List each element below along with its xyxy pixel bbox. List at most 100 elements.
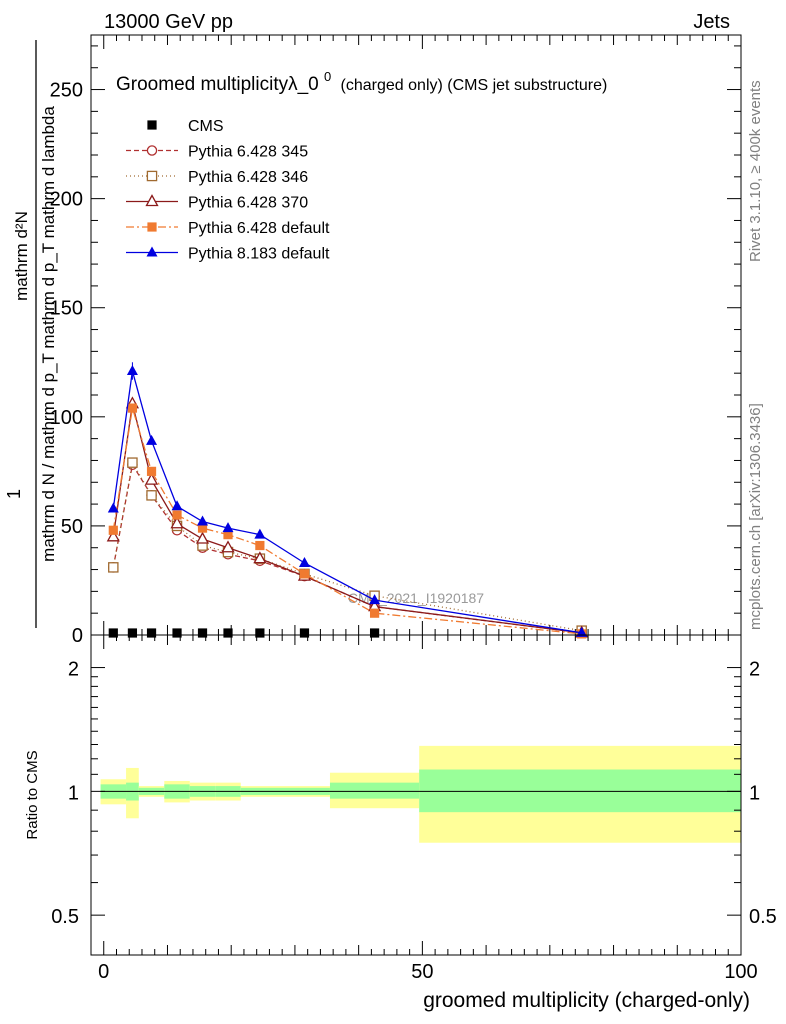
data-point	[146, 490, 157, 501]
data-point	[197, 515, 209, 526]
data-point	[223, 628, 233, 638]
main-plot-panel: 0 50 100 150 200 250 CMS_2021_I1920187 Groome…	[50, 34, 742, 647]
plot-title: Groomed multiplicityλ_0 0 (charged only)…	[116, 65, 607, 95]
legend-label: Pythia 6.428 default	[188, 220, 330, 237]
data-point	[197, 523, 208, 533]
legend-label: Pythia 6.428 346	[188, 169, 308, 186]
header-left: 13000 GeV pp	[104, 11, 233, 33]
ratio-axis-ticks	[91, 635, 742, 955]
data-point	[223, 530, 233, 540]
data-point	[197, 628, 208, 638]
series-pythia-6-428-345	[108, 459, 587, 639]
data-point	[147, 222, 157, 232]
y-tick-label: 150	[50, 298, 83, 320]
ratio-plot-panel: 0.5 0.5 1 1 2 2 0 50 100 Ratio to CMS groomed m…	[24, 634, 777, 1012]
side-label-rivet: Rivet 3.1.10, ≥ 400k events	[747, 80, 764, 262]
data-point	[299, 569, 310, 579]
ratio-y-tick-label-right: 2	[749, 659, 760, 681]
x-tick-label: 100	[724, 961, 757, 983]
ratio-y-tick-label: 0.5	[51, 906, 79, 928]
data-point	[299, 628, 310, 638]
ratio-inner-band	[419, 769, 741, 813]
analysis-watermark: CMS_2021_I1920187	[348, 590, 484, 606]
legend: CMS Pythia 6.428 345 Pythia 6.428 346 Pythi…	[126, 118, 330, 263]
main-y-axis-label: 1 mathrm d²N mathrm d N / mathrm d p_T m…	[4, 40, 58, 628]
x-tick-label: 50	[411, 961, 433, 983]
y-tick-label: 100	[50, 407, 83, 429]
x-tick-labels: 0 50 100	[98, 961, 758, 983]
main-y-tick-labels: 0 50 100 150 200 250	[50, 80, 83, 647]
data-point	[195, 531, 210, 544]
data-point	[146, 246, 158, 257]
data-point	[369, 608, 380, 618]
data-point	[126, 365, 138, 375]
legend-label: Pythia 6.428 345	[188, 144, 308, 161]
ratio-y-tick-labels: 0.5 0.5 1 1 2 2	[51, 659, 777, 929]
data-point	[146, 145, 158, 156]
series-line	[112, 407, 582, 635]
data-point	[172, 628, 182, 638]
data-point	[146, 466, 157, 476]
y-tick-label: 250	[50, 80, 83, 102]
data-point	[106, 529, 120, 542]
data-point	[298, 557, 310, 567]
data-point	[146, 434, 158, 445]
data-point	[170, 516, 184, 529]
data-point	[255, 628, 265, 638]
data-point	[254, 528, 266, 539]
plot-title-suffix: (charged only) (CMS jet substructure)	[341, 77, 608, 94]
x-axis-label: groomed multiplicity (charged-only)	[423, 989, 750, 1012]
plot-title-main: Groomed multiplicityλ_0	[116, 74, 319, 95]
data-point	[108, 562, 119, 573]
data-point	[145, 194, 159, 207]
data-point	[127, 457, 138, 468]
side-label-mcplots: mcplots.cern.ch [arXiv:1306.3436]	[747, 403, 764, 630]
data-point	[127, 628, 138, 638]
ratio-inner-band	[329, 782, 420, 799]
plot-title-sup: 0	[324, 69, 331, 84]
ratio-plot-frame	[90, 634, 742, 956]
data-point	[108, 628, 118, 638]
legend-label: Pythia 8.183 default	[188, 246, 330, 263]
y-label-prefix: 1	[4, 489, 24, 499]
data-point	[127, 403, 138, 413]
ratio-y-axis-label: Ratio to CMS	[24, 750, 41, 839]
ratio-bands-layer	[100, 745, 741, 843]
data-point	[255, 540, 265, 551]
series-pythia-8-183-default	[107, 362, 588, 637]
data-point	[171, 500, 183, 511]
legend-label: CMS	[188, 118, 224, 135]
ratio-y-tick-label-right: 0.5	[749, 906, 777, 928]
data-point	[221, 540, 235, 553]
y-tick-label: 50	[61, 516, 83, 538]
data-point	[108, 525, 118, 535]
series-pythia-6-428-default	[108, 403, 587, 639]
ratio-y-tick-label: 2	[68, 659, 79, 681]
data-point	[144, 472, 159, 485]
header-right: Jets	[693, 11, 730, 33]
y-tick-label: 200	[50, 189, 83, 211]
legend-label: Pythia 6.428 370	[188, 195, 308, 212]
data-point	[222, 522, 234, 533]
data-point	[147, 120, 157, 130]
data-point	[146, 170, 158, 182]
data-point	[576, 626, 588, 637]
series-pythia-6-428-346	[108, 457, 587, 636]
data-point	[172, 510, 182, 520]
ratio-y-tick-label-right: 1	[749, 782, 760, 804]
data-point	[253, 551, 267, 564]
main-series-layer	[106, 362, 589, 639]
data-point	[369, 628, 380, 638]
main-axis-ticks	[91, 35, 742, 636]
y-tick-label: 0	[72, 625, 83, 647]
y-label-denominator: mathrm d N / mathrm d p_T mathrm d p_T m…	[39, 106, 58, 562]
series-line	[112, 370, 582, 634]
data-point	[146, 628, 157, 638]
series-line	[112, 403, 582, 634]
x-tick-label: 0	[98, 961, 109, 983]
series-line	[112, 463, 582, 634]
ratio-y-tick-label: 1	[68, 782, 79, 804]
data-point	[107, 502, 119, 513]
data-point	[369, 594, 381, 605]
